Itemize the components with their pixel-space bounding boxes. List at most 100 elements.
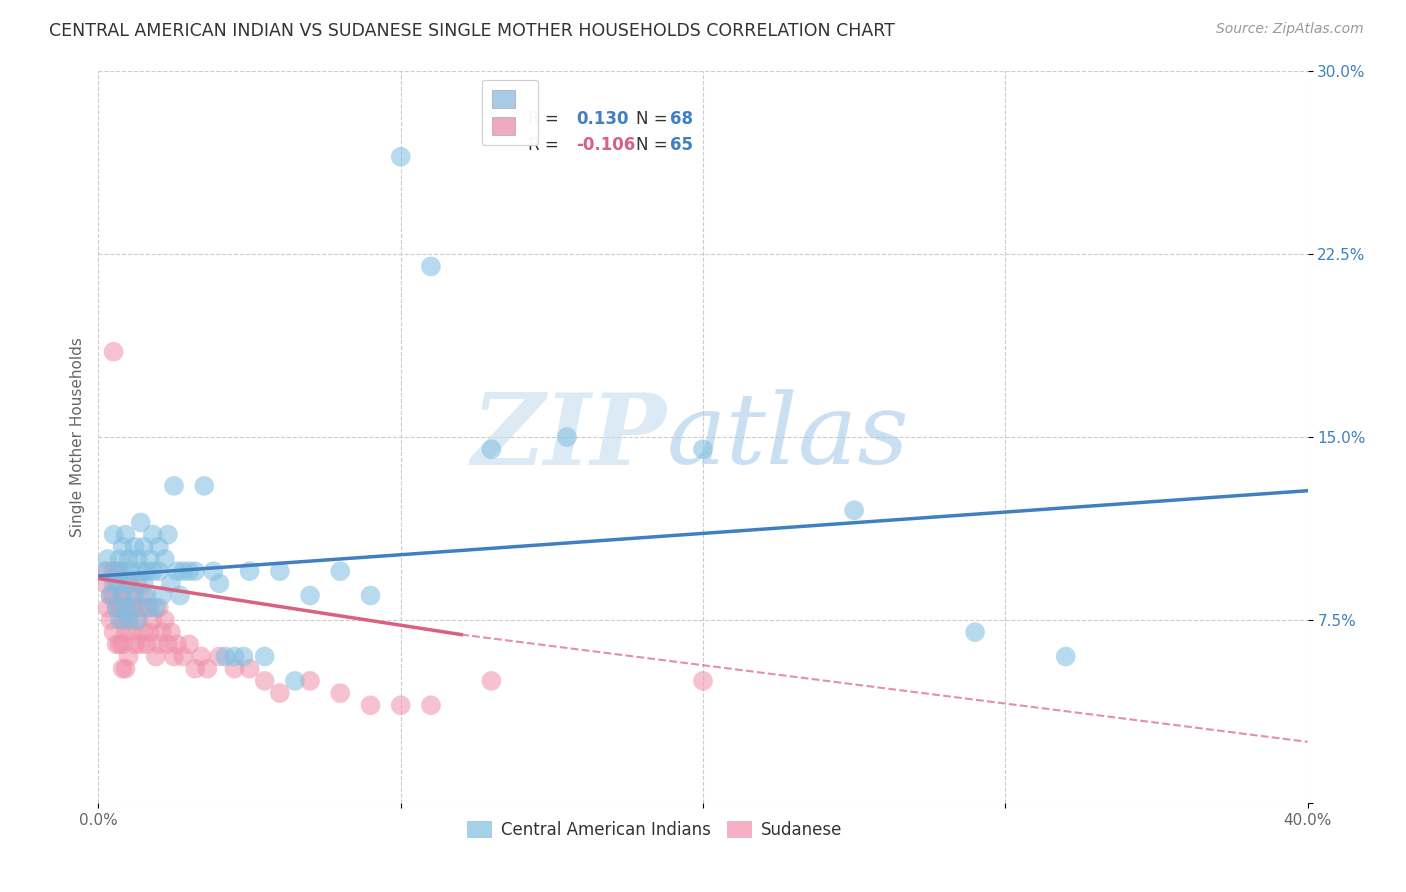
Point	[103, 527, 125, 541]
Point	[150, 625, 173, 640]
Point	[129, 600, 152, 615]
Point	[127, 613, 149, 627]
Point	[132, 576, 155, 591]
Point	[118, 576, 141, 591]
Point	[105, 637, 128, 651]
Y-axis label: Single Mother Households: Single Mother Households	[69, 337, 84, 537]
Point	[111, 589, 134, 603]
Point	[132, 589, 155, 603]
Point	[121, 564, 143, 578]
Point	[124, 540, 146, 554]
Point	[124, 600, 146, 615]
Text: R =: R =	[527, 136, 564, 153]
Point	[129, 637, 152, 651]
Point	[360, 589, 382, 603]
Point	[139, 552, 162, 566]
Point	[111, 637, 134, 651]
Point	[127, 552, 149, 566]
Point	[111, 589, 134, 603]
Text: Source: ZipAtlas.com: Source: ZipAtlas.com	[1216, 22, 1364, 37]
Point	[96, 564, 118, 578]
Point	[96, 600, 118, 615]
Point	[96, 552, 118, 566]
Legend: Central American Indians, Sudanese: Central American Indians, Sudanese	[461, 814, 849, 846]
Point	[103, 625, 125, 640]
Point	[179, 564, 201, 578]
Point	[172, 649, 194, 664]
Text: 0.130: 0.130	[576, 110, 628, 128]
Point	[114, 600, 136, 615]
Point	[360, 698, 382, 713]
Point	[269, 686, 291, 700]
Point	[111, 564, 134, 578]
Point	[93, 564, 115, 578]
Point	[127, 576, 149, 591]
Text: N =: N =	[637, 136, 673, 153]
Point	[118, 649, 141, 664]
Point	[232, 649, 254, 664]
Point	[108, 552, 131, 566]
Point	[142, 564, 165, 578]
Point	[103, 576, 125, 591]
Point	[195, 662, 218, 676]
Point	[114, 625, 136, 640]
Point	[253, 673, 276, 688]
Point	[103, 344, 125, 359]
Point	[142, 527, 165, 541]
Text: atlas: atlas	[666, 390, 910, 484]
Point	[148, 540, 170, 554]
Point	[148, 637, 170, 651]
Point	[481, 442, 503, 457]
Point	[118, 613, 141, 627]
Point	[208, 649, 231, 664]
Point	[142, 613, 165, 627]
Point	[127, 613, 149, 627]
Point	[160, 625, 183, 640]
Point	[135, 637, 157, 651]
Point	[139, 600, 162, 615]
Point	[153, 552, 176, 566]
Point	[692, 442, 714, 457]
Point	[193, 479, 215, 493]
Point	[160, 576, 183, 591]
Point	[299, 673, 322, 688]
Point	[114, 662, 136, 676]
Point	[103, 589, 125, 603]
Point	[135, 564, 157, 578]
Point	[108, 637, 131, 651]
Point	[253, 649, 276, 664]
Point	[179, 637, 201, 651]
Point	[105, 564, 128, 578]
Point	[329, 564, 352, 578]
Point	[555, 430, 578, 444]
Point	[121, 600, 143, 615]
Point	[132, 540, 155, 554]
Point	[389, 698, 412, 713]
Point	[163, 479, 186, 493]
Point	[202, 564, 225, 578]
Point	[114, 600, 136, 615]
Point	[105, 600, 128, 615]
Point	[108, 564, 131, 578]
Point	[269, 564, 291, 578]
Point	[108, 613, 131, 627]
Point	[148, 564, 170, 578]
Point	[100, 589, 122, 603]
Point	[124, 637, 146, 651]
Point	[135, 600, 157, 615]
Point	[129, 564, 152, 578]
Point	[139, 625, 162, 640]
Point	[145, 649, 167, 664]
Point	[100, 613, 122, 627]
Point	[284, 673, 307, 688]
Text: CENTRAL AMERICAN INDIAN VS SUDANESE SINGLE MOTHER HOUSEHOLDS CORRELATION CHART: CENTRAL AMERICAN INDIAN VS SUDANESE SING…	[49, 22, 896, 40]
Point	[121, 625, 143, 640]
Point	[481, 673, 503, 688]
Point	[184, 564, 207, 578]
Point	[299, 589, 322, 603]
Point	[118, 613, 141, 627]
Point	[153, 613, 176, 627]
Point	[692, 673, 714, 688]
Point	[169, 589, 191, 603]
Point	[103, 564, 125, 578]
